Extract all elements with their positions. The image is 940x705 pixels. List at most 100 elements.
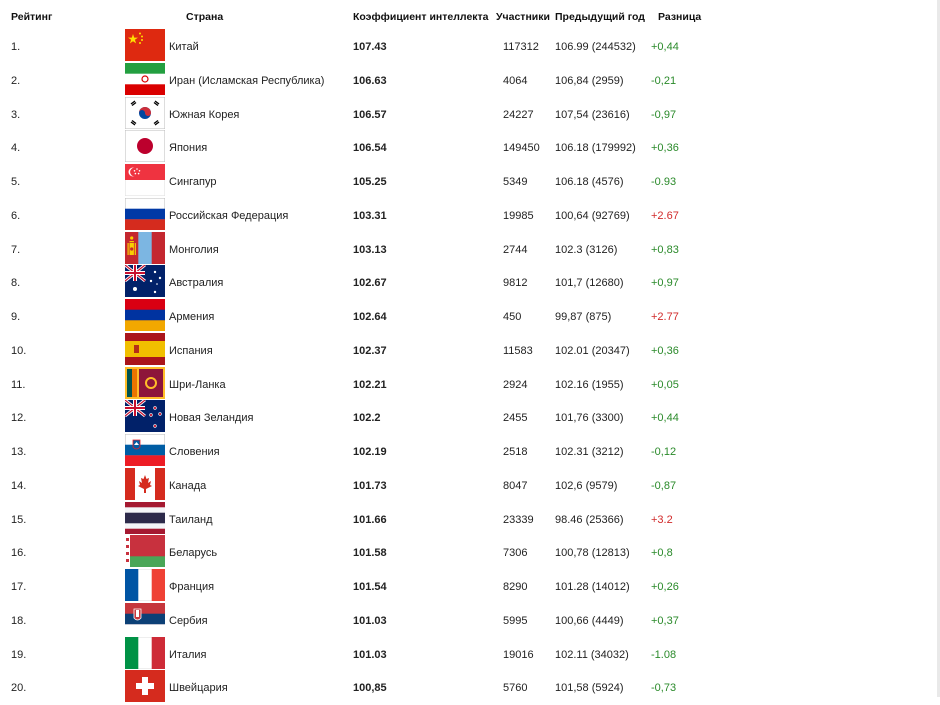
previous-year-value: 100,64 (92769) [555,209,630,222]
spain-flag-icon [125,332,165,365]
iq-value: 102.37 [353,344,387,357]
rank-cell: 7. [11,243,21,256]
difference-value: +0,44 [651,41,679,53]
difference-value: +0,44 [651,412,679,425]
iq-value: 102.64 [353,311,387,323]
table-row: 14. Канада 101.73 8047 102,6 (9579) -0,87 [0,467,936,503]
previous-year-value: 100,66 (4449) [555,614,624,627]
country-name: Канада [169,479,207,492]
iq-value: 101.54 [353,581,387,593]
participants-value: 23339 [503,513,534,526]
participants-value: 2924 [503,378,528,391]
rank-cell: 16. [11,547,27,560]
participants-value: 117312 [503,41,539,53]
country-name: Армения [169,311,215,323]
table-row: 9. Армения 102.64 450 99,87 (875) +2.77 [0,299,936,334]
country-name: Сербия [169,614,208,627]
sri-lanka-flag-icon [125,366,165,399]
participants-value: 4064 [503,74,528,87]
new-zealand-flag-icon [125,400,165,433]
iran-flag-icon [125,62,165,95]
previous-year-value: 102.31 (3212) [555,446,624,458]
difference-value: +3.2 [651,513,673,526]
iq-value: 106.54 [353,142,387,155]
rank-cell: 9. [11,311,21,323]
scrollbar-track[interactable] [937,0,940,697]
previous-year-value: 101,58 (5924) [555,682,624,695]
china-flag-icon [125,29,165,61]
participants-value: 7306 [503,547,528,560]
rank-cell: 8. [11,277,21,290]
country-name: Китай [169,41,199,53]
rank-cell: 4. [11,142,21,155]
previous-year-value: 100,78 (12813) [555,547,630,560]
table-row: 16. Беларусь 101.58 7306 100,78 (12813) +0,8 [0,535,936,570]
difference-value: +0,36 [651,142,679,155]
belarus-flag-icon [125,535,165,568]
previous-year-value: 98.46 (25366) [555,513,624,526]
difference-value: +0,8 [651,547,673,560]
participants-value: 450 [503,311,522,323]
rank-cell: 6. [11,209,21,222]
table-row: 1. Китай 107.43 117312 106.99 (244532) +0,44 [0,29,936,64]
previous-year-value: 102,6 (9579) [555,479,618,492]
participants-value: 19985 [503,209,534,222]
rank-cell: 5. [11,176,21,188]
country-name: Япония [169,142,208,155]
country-name: Шри-Ланка [169,378,226,391]
participants-value: 5760 [503,682,528,695]
table-row: 19. Италия 101.03 19016 102.11 (34032) -1.08 [0,636,936,672]
canada-flag-icon [125,467,165,500]
iq-value: 101.58 [353,547,387,560]
rank-cell: 14. [11,479,27,492]
armenia-flag-icon [125,299,165,331]
country-name: Российская Федерация [169,209,289,222]
difference-value: -0,87 [651,479,677,492]
previous-year-value: 102.16 (1955) [555,378,624,391]
participants-value: 8047 [503,479,528,492]
serbia-flag-icon [125,602,165,635]
difference-value: -0.93 [651,176,677,188]
difference-value: +0,26 [651,581,679,593]
rank-cell: 19. [11,648,27,661]
country-name: Беларусь [169,547,218,560]
country-name: Иран (Исламская Республика) [169,74,325,87]
switzerland-flag-icon [125,670,165,703]
country-name: Австралия [169,277,224,290]
header-difference: Разница [658,11,702,23]
australia-flag-icon [125,265,165,298]
iq-value: 106.63 [353,74,387,87]
difference-value: +2.67 [651,209,679,222]
difference-value: +2.77 [651,311,679,323]
participants-value: 2455 [503,412,528,425]
south-korea-flag-icon [125,96,165,129]
rank-cell: 2. [11,74,21,87]
country-name: Италия [169,648,207,661]
table-row: 11. Шри-Ланка 102.21 2924 102.16 (1955) +0,05 [0,366,936,402]
previous-year-value: 101,76 (3300) [555,412,624,425]
iq-value: 101.66 [353,513,387,526]
rank-cell: 11. [11,378,26,391]
previous-year-value: 106.18 (179992) [555,142,636,155]
difference-value: +0,05 [651,378,679,391]
previous-year-value: 106,84 (2959) [555,74,624,87]
country-name: Испания [169,344,213,357]
iq-value: 100,85 [353,682,387,695]
difference-value: -1.08 [651,648,677,661]
iq-value: 101.73 [353,479,387,492]
japan-flag-icon [125,130,165,163]
header-iq: Коэффициент интеллекта [353,11,489,23]
participants-value: 2744 [503,243,528,256]
rank-cell: 15. [11,513,27,526]
previous-year-value: 99,87 (875) [555,311,612,323]
iq-value: 102.19 [353,446,387,458]
header-participants: Участники [496,11,550,23]
previous-year-value: 102.11 (34032) [555,648,629,661]
rank-cell: 17. [11,581,27,593]
iq-value: 102.67 [353,277,387,290]
italy-flag-icon [125,636,165,669]
iq-value: 102.2 [353,412,381,425]
previous-year-value: 102.01 (20347) [555,344,630,357]
russia-flag-icon [125,197,165,230]
iq-value: 102.21 [353,378,387,391]
